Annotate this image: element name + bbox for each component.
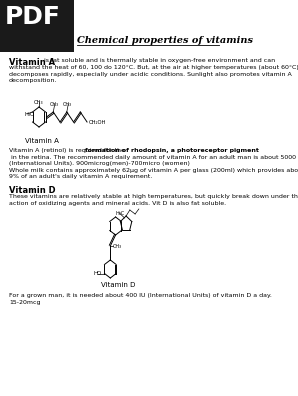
Text: in the retina. The recommended daily amount of vitamin A for an adult man is abo: in the retina. The recommended daily amo… bbox=[9, 154, 298, 160]
Text: H₃C: H₃C bbox=[24, 112, 34, 116]
Text: decomposition.: decomposition. bbox=[9, 78, 58, 83]
Text: CH₃: CH₃ bbox=[49, 102, 59, 107]
Text: CH₃: CH₃ bbox=[33, 100, 43, 105]
Text: 15-20mcg: 15-20mcg bbox=[9, 300, 41, 305]
Text: Vitamin A: Vitamin A bbox=[9, 58, 55, 67]
Text: decomposes rapidly, especially under acidic conditions. Sunlight also promotes v: decomposes rapidly, especially under aci… bbox=[9, 72, 292, 76]
Text: HO: HO bbox=[94, 271, 102, 276]
Text: CH₂OH: CH₂OH bbox=[89, 120, 106, 124]
Text: Vitamin D: Vitamin D bbox=[9, 186, 56, 195]
Text: Vitamin A: Vitamin A bbox=[25, 138, 59, 144]
Text: Chemical properties of vitamins: Chemical properties of vitamins bbox=[77, 36, 252, 45]
Text: CH₃: CH₃ bbox=[113, 244, 122, 249]
Text: (International Units). 900microg(men)-700micro (women): (International Units). 900microg(men)-70… bbox=[9, 161, 190, 166]
Text: These vitamins are relatively stable at high temperatures, but quickly break dow: These vitamins are relatively stable at … bbox=[9, 194, 298, 199]
Text: H₃C: H₃C bbox=[116, 211, 125, 215]
Text: Vitamin A (retinol) is required for the: Vitamin A (retinol) is required for the bbox=[9, 148, 127, 153]
Text: formation of rhodopsin, a photoreceptor pigment: formation of rhodopsin, a photoreceptor … bbox=[85, 148, 259, 153]
Text: 9% of an adult's daily vitamin A requirement.: 9% of an adult's daily vitamin A require… bbox=[9, 174, 152, 179]
Text: For a grown man, it is needed about 400 IU (International Units) of vitamin D a : For a grown man, it is needed about 400 … bbox=[9, 293, 272, 298]
Text: Vitamin D: Vitamin D bbox=[101, 282, 136, 288]
Text: is fat soluble and is thermally stable in oxygen-free environment and can: is fat soluble and is thermally stable i… bbox=[42, 58, 275, 63]
Text: Whole milk contains approximately 62μg of vitamin A per glass (200ml) which prov: Whole milk contains approximately 62μg o… bbox=[9, 168, 298, 173]
Text: CH₃: CH₃ bbox=[63, 102, 72, 107]
Text: action of oxidizing agents and mineral acids. Vit D is also fat soluble.: action of oxidizing agents and mineral a… bbox=[9, 200, 226, 206]
Text: withstand the heat of 60, 100 do 120°C. But, at the air at higher temperatures (: withstand the heat of 60, 100 do 120°C. … bbox=[9, 65, 298, 70]
Bar bbox=[0, 0, 74, 52]
Text: PDF: PDF bbox=[4, 5, 60, 29]
